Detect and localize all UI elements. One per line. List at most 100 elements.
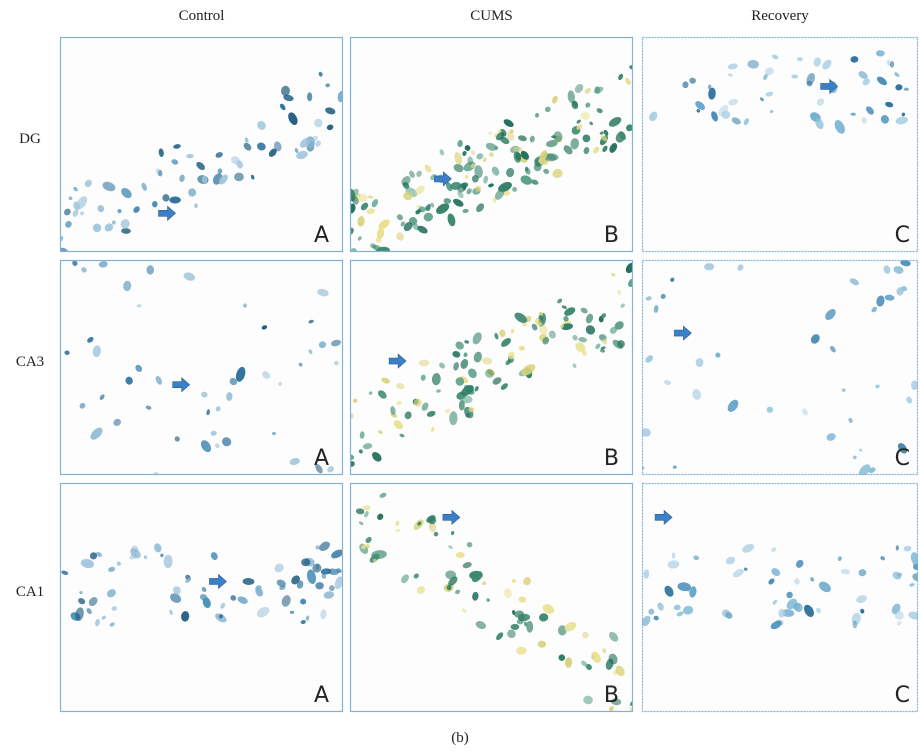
cell — [600, 135, 608, 142]
cell — [582, 134, 591, 143]
cell — [670, 277, 675, 282]
panel-letter: C — [895, 223, 910, 248]
cell — [436, 203, 450, 214]
cell — [601, 338, 608, 345]
cell — [141, 182, 147, 191]
cell — [883, 265, 891, 274]
cell — [742, 543, 755, 553]
cell — [615, 665, 625, 677]
cell — [791, 74, 799, 79]
cell — [360, 202, 369, 211]
cell — [453, 163, 464, 173]
cell — [298, 362, 303, 367]
cell — [609, 706, 614, 712]
cell — [858, 71, 868, 79]
cell — [79, 402, 86, 409]
cell — [852, 620, 858, 629]
cell — [494, 189, 505, 200]
cell — [677, 582, 691, 592]
cell — [796, 559, 804, 568]
micrograph — [350, 483, 633, 712]
cell — [439, 149, 445, 156]
cell — [605, 658, 614, 670]
arrow — [442, 509, 461, 526]
cell — [278, 381, 283, 387]
micrograph — [642, 260, 918, 475]
cell — [585, 313, 594, 324]
arrow — [820, 78, 839, 95]
cell — [626, 124, 633, 132]
panel-bg — [642, 37, 918, 252]
cell — [262, 371, 271, 379]
cell — [815, 118, 824, 130]
cell — [561, 305, 567, 309]
cell — [81, 267, 87, 273]
micrograph — [60, 37, 343, 252]
panel-border — [641, 36, 919, 253]
cell — [473, 351, 482, 363]
cell — [401, 574, 409, 584]
cell — [794, 602, 803, 612]
cell — [296, 580, 304, 589]
cell — [334, 360, 339, 366]
cell — [460, 359, 469, 369]
cell — [226, 392, 233, 401]
panel-bg — [350, 260, 633, 475]
cell — [596, 108, 603, 114]
cell — [431, 372, 441, 386]
cell — [210, 552, 218, 560]
micrograph — [642, 483, 918, 712]
cell — [506, 167, 515, 178]
cell — [526, 620, 534, 633]
cell — [511, 578, 516, 583]
cell — [896, 621, 902, 626]
cell — [538, 311, 544, 316]
cell — [781, 609, 795, 617]
cell — [494, 332, 499, 340]
cell — [546, 140, 558, 148]
cell — [894, 610, 904, 620]
cell — [428, 516, 437, 525]
cell — [323, 591, 335, 599]
cell — [576, 124, 583, 130]
row-label: DG — [19, 131, 41, 147]
cell — [444, 408, 451, 414]
cell — [418, 206, 426, 213]
cell — [372, 451, 382, 462]
cell — [593, 86, 604, 94]
cell — [89, 552, 98, 560]
cell — [170, 593, 182, 603]
cell — [725, 556, 736, 565]
cell — [492, 377, 502, 385]
cell — [578, 337, 588, 343]
cell — [162, 194, 170, 202]
cell — [305, 615, 310, 621]
cell — [794, 578, 800, 585]
cell — [810, 334, 820, 344]
cell — [537, 640, 547, 648]
cell — [825, 309, 836, 320]
cell — [273, 141, 282, 152]
cell — [514, 312, 528, 323]
cell — [895, 545, 899, 551]
cell — [765, 67, 774, 76]
cell — [454, 152, 463, 165]
cell — [404, 411, 412, 420]
cell — [104, 223, 114, 232]
cell — [895, 84, 903, 91]
cell — [186, 153, 194, 159]
panel-letter: B — [604, 683, 619, 708]
cell — [617, 289, 621, 295]
cell — [327, 568, 339, 576]
panel-border — [349, 482, 634, 713]
cell — [158, 169, 163, 177]
cell — [816, 607, 821, 614]
cell — [306, 569, 317, 585]
cell — [413, 573, 419, 579]
cell — [886, 59, 891, 66]
cell — [664, 380, 672, 386]
cell — [222, 437, 232, 447]
cell — [399, 433, 405, 438]
cell — [99, 394, 105, 400]
cell — [601, 313, 607, 319]
